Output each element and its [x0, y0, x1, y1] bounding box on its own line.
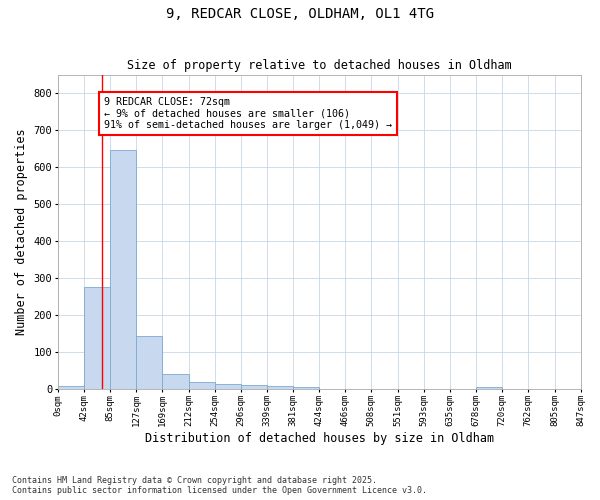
Bar [188, 382, 215, 388]
Text: 9 REDCAR CLOSE: 72sqm
← 9% of detached houses are smaller (106)
91% of semi-deta: 9 REDCAR CLOSE: 72sqm ← 9% of detached h… [104, 96, 392, 130]
Bar [293, 387, 319, 388]
Bar [110, 150, 136, 388]
Bar [215, 384, 241, 388]
Bar [162, 374, 188, 388]
X-axis label: Distribution of detached houses by size in Oldham: Distribution of detached houses by size … [145, 432, 494, 445]
Bar [476, 387, 502, 388]
Title: Size of property relative to detached houses in Oldham: Size of property relative to detached ho… [127, 59, 512, 72]
Bar [267, 386, 293, 388]
Text: 9, REDCAR CLOSE, OLDHAM, OL1 4TG: 9, REDCAR CLOSE, OLDHAM, OL1 4TG [166, 8, 434, 22]
Bar [84, 287, 110, 388]
Text: Contains HM Land Registry data © Crown copyright and database right 2025.
Contai: Contains HM Land Registry data © Crown c… [12, 476, 427, 495]
Y-axis label: Number of detached properties: Number of detached properties [15, 128, 28, 335]
Bar [58, 386, 84, 388]
Bar [241, 385, 267, 388]
Bar [136, 336, 162, 388]
